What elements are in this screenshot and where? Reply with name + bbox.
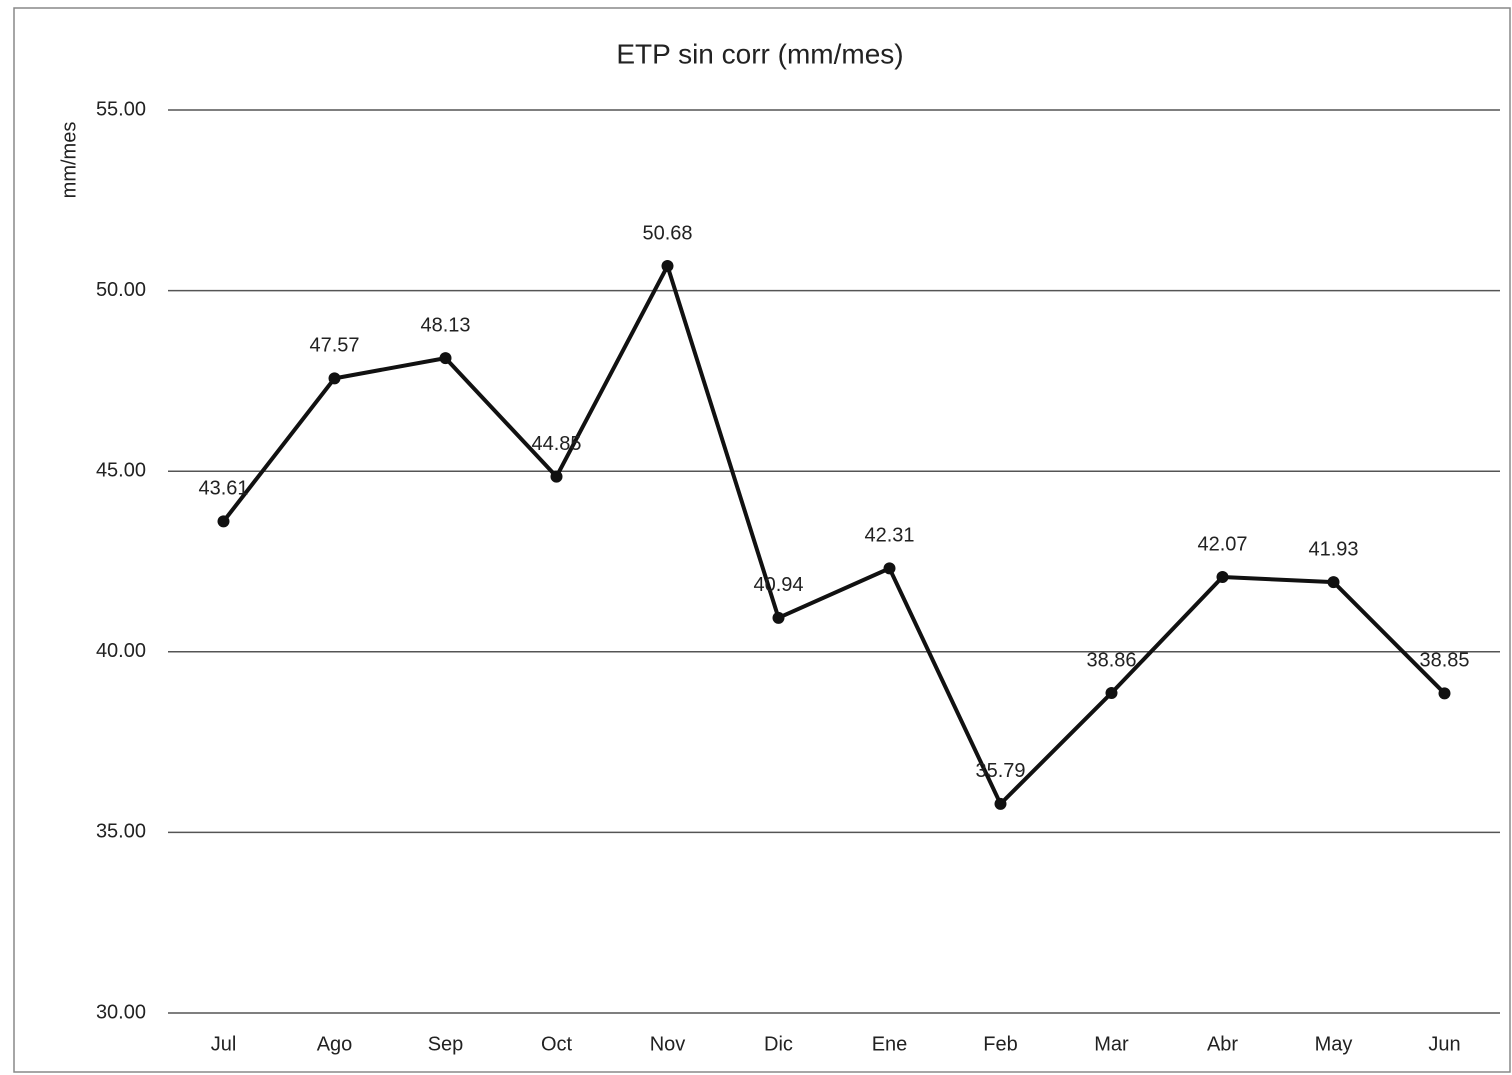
data-point xyxy=(439,352,452,365)
chart-title: ETP sin corr (mm/mes) xyxy=(616,38,903,69)
x-tick-label: Abr xyxy=(1207,1033,1238,1055)
data-point xyxy=(1438,687,1451,700)
y-tick-label: 45.00 xyxy=(96,459,146,481)
data-point xyxy=(1327,576,1340,589)
data-point xyxy=(994,797,1007,810)
x-tick-label: Sep xyxy=(428,1033,464,1055)
data-label: 42.07 xyxy=(1197,533,1247,555)
data-point xyxy=(1216,571,1229,584)
chart-border xyxy=(13,7,1511,1073)
data-label: 50.68 xyxy=(642,222,692,244)
data-label: 43.61 xyxy=(198,478,248,500)
data-point xyxy=(328,372,341,385)
data-label: 42.31 xyxy=(864,525,914,547)
data-point xyxy=(883,562,896,575)
x-tick-label: Ene xyxy=(872,1033,908,1055)
data-label: 35.79 xyxy=(975,760,1025,782)
x-tick-label: Jun xyxy=(1428,1033,1460,1055)
x-tick-label: Oct xyxy=(541,1033,573,1055)
y-axis-label: mm/mes xyxy=(58,122,80,199)
x-tick-label: Jul xyxy=(211,1033,237,1055)
data-point xyxy=(550,470,563,483)
data-point xyxy=(772,611,785,624)
y-tick-label: 30.00 xyxy=(96,1001,146,1023)
x-tick-label: Feb xyxy=(983,1033,1017,1055)
x-tick-label: Mar xyxy=(1094,1033,1129,1055)
data-label: 38.85 xyxy=(1419,650,1469,672)
data-point xyxy=(1105,686,1118,699)
data-label: 41.93 xyxy=(1308,538,1358,560)
y-tick-label: 55.00 xyxy=(96,98,146,120)
x-tick-label: Nov xyxy=(650,1033,686,1055)
data-point xyxy=(217,515,230,528)
data-label: 40.94 xyxy=(753,574,803,596)
x-tick-label: Ago xyxy=(317,1033,353,1055)
y-tick-label: 50.00 xyxy=(96,279,146,301)
data-label: 38.86 xyxy=(1086,649,1136,671)
data-label: 48.13 xyxy=(420,314,470,336)
series-line xyxy=(221,264,1446,806)
data-label: 44.85 xyxy=(531,433,581,455)
y-tick-label: 40.00 xyxy=(96,640,146,662)
data-label: 47.57 xyxy=(309,335,359,357)
x-tick-label: Dic xyxy=(764,1033,793,1055)
x-tick-label: May xyxy=(1315,1033,1353,1055)
y-tick-label: 35.00 xyxy=(96,821,146,843)
data-point xyxy=(661,260,674,273)
